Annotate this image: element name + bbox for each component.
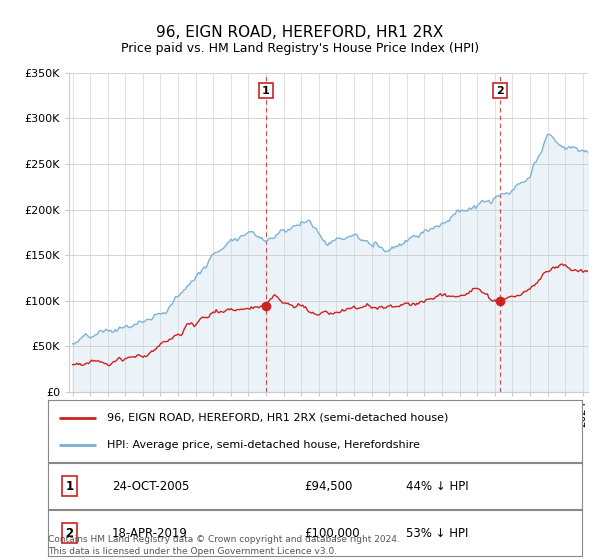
Text: HPI: Average price, semi-detached house, Herefordshire: HPI: Average price, semi-detached house,… [107,440,420,450]
Text: £94,500: £94,500 [304,479,353,493]
Text: Price paid vs. HM Land Registry's House Price Index (HPI): Price paid vs. HM Land Registry's House … [121,42,479,55]
Text: 1: 1 [65,479,73,493]
Text: 2: 2 [65,526,73,540]
Text: 1: 1 [262,86,270,96]
Text: 96, EIGN ROAD, HEREFORD, HR1 2RX: 96, EIGN ROAD, HEREFORD, HR1 2RX [157,25,443,40]
Text: 44% ↓ HPI: 44% ↓ HPI [406,479,469,493]
Text: £100,000: £100,000 [304,526,360,540]
Text: 96, EIGN ROAD, HEREFORD, HR1 2RX (semi-detached house): 96, EIGN ROAD, HEREFORD, HR1 2RX (semi-d… [107,413,448,423]
Text: 2: 2 [496,86,504,96]
Text: 24-OCT-2005: 24-OCT-2005 [112,479,190,493]
Text: 18-APR-2019: 18-APR-2019 [112,526,188,540]
Text: Contains HM Land Registry data © Crown copyright and database right 2024.
This d: Contains HM Land Registry data © Crown c… [48,535,400,556]
Text: 53% ↓ HPI: 53% ↓ HPI [406,526,468,540]
